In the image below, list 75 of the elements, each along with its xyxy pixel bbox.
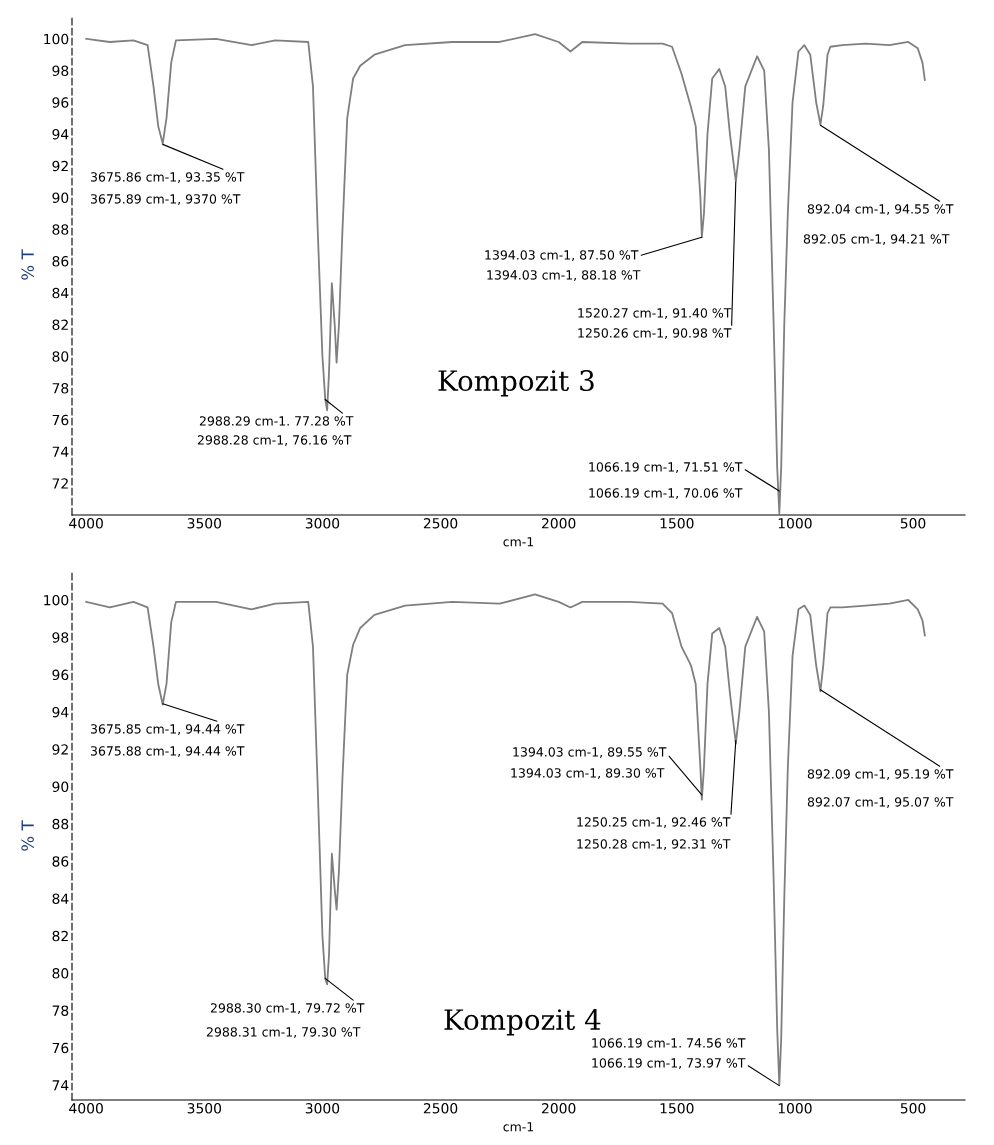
- y-tick-label: 72: [52, 478, 68, 489]
- x-tick-label: 1000: [778, 518, 812, 529]
- y-tick-label: 86: [52, 256, 69, 267]
- y-tick-label: 96: [52, 97, 69, 108]
- x-tick-label: 2000: [542, 518, 576, 529]
- x-tick-label: 500: [900, 518, 926, 529]
- y-tick-label: 98: [52, 65, 69, 77]
- y-axis-title: % T: [21, 249, 34, 280]
- y-tick-label: 100: [44, 33, 69, 45]
- x-axis-title: cm-1: [503, 1122, 534, 1132]
- x-tick-label: 4000: [69, 518, 103, 529]
- annotation: 3675.86 cm-1, 93.35 %T: [90, 172, 245, 183]
- annotation: 1066.19 cm-1, 70.06 %T: [589, 488, 743, 499]
- annotation: 1066.19 cm-1. 74.56 %T: [592, 1038, 746, 1048]
- annotation: 892.07 cm-1, 95.07 %T: [807, 797, 954, 808]
- y-tick-label: 90: [52, 781, 69, 793]
- x-tick-label: 500: [900, 1103, 926, 1114]
- y-tick-label: 88: [52, 224, 69, 235]
- annotation: 892.04 cm-1, 94.55 %T: [807, 204, 954, 215]
- y-tick-label: 74: [52, 446, 69, 457]
- annotation: 892.09 cm-1, 95.19 %T: [807, 769, 954, 780]
- annotation: 1394.03 cm-1, 89.30 %T: [511, 768, 665, 779]
- annotation: 2988.28 cm-1, 76.16 %T: [197, 435, 352, 446]
- y-tick-label: 84: [52, 287, 69, 299]
- y-tick-label: 92: [52, 744, 68, 755]
- y-tick-label: 94: [52, 706, 69, 718]
- y-tick-label: 88: [52, 818, 69, 830]
- annotation: 1250.28 cm-1, 92.31 %T: [577, 839, 731, 850]
- x-tick-label: 3500: [187, 518, 222, 529]
- annotation: 2988.29 cm-1. 77.28 %T: [199, 416, 354, 426]
- x-tick-label: 4000: [69, 1103, 103, 1114]
- y-tick-label: 76: [52, 414, 69, 426]
- annotation: 3675.89 cm-1, 9370 %T: [90, 194, 241, 205]
- x-tick-label: 1500: [660, 518, 694, 529]
- x-tick-label: 2500: [423, 518, 458, 529]
- y-axis-title: % T: [21, 820, 34, 851]
- x-tick-label: 1500: [660, 1103, 694, 1114]
- y-tick-label: 80: [52, 351, 69, 362]
- x-tick-label: 1000: [778, 1103, 812, 1114]
- annotation: 892.05 cm-1, 94.21 %T: [803, 234, 950, 245]
- annotation: 1066.19 cm-1, 73.97 %T: [592, 1058, 746, 1069]
- annotation: 2988.30 cm-1, 79.72 %T: [210, 1003, 365, 1014]
- y-tick-label: 84: [52, 893, 69, 904]
- y-tick-label: 82: [52, 930, 68, 942]
- y-tick-label: 86: [52, 856, 69, 867]
- y-tick-label: 74: [52, 1080, 69, 1091]
- y-tick-label: 90: [52, 192, 69, 204]
- text: Kompozit 4: [444, 1009, 601, 1036]
- y-tick-label: 78: [52, 382, 69, 394]
- text: Kompozit 3: [438, 370, 594, 397]
- y-tick-label: 76: [52, 1042, 69, 1054]
- y-tick-label: 92: [52, 160, 68, 172]
- y-tick-label: 94: [52, 129, 69, 140]
- y-tick-label: 98: [52, 632, 69, 643]
- annotation: 1250.25 cm-1, 92.46 %T: [577, 817, 731, 828]
- annotation: 1250.26 cm-1, 90.98 %T: [578, 328, 732, 339]
- x-axis-title: cm-1: [503, 537, 534, 547]
- annotation: 3675.85 cm-1, 94.44 %T: [90, 724, 245, 735]
- x-tick-label: 3000: [305, 518, 340, 529]
- y-tick-label: 78: [52, 1005, 69, 1016]
- x-tick-label: 3500: [187, 1103, 222, 1114]
- x-tick-label: 2500: [423, 1103, 458, 1114]
- annotation: 3675.88 cm-1, 94.44 %T: [90, 746, 245, 757]
- x-tick-label: 2000: [542, 1103, 576, 1114]
- annotation: 1066.19 cm-1, 71.51 %T: [589, 462, 743, 473]
- annotation: 1394.03 cm-1, 87.50 %T: [485, 250, 639, 261]
- annotation: 1394.03 cm-1, 88.18 %T: [487, 270, 641, 281]
- annotation: 1394.03 cm-1, 89.55 %T: [513, 747, 667, 758]
- annotation: 1520.27 cm-1, 91.40 %T: [578, 308, 732, 319]
- y-tick-label: 96: [52, 669, 69, 681]
- y-tick-label: 82: [52, 319, 68, 330]
- annotation: 2988.31 cm-1, 79.30 %T: [206, 1027, 361, 1038]
- y-tick-label: 100: [44, 594, 69, 606]
- y-tick-label: 80: [52, 968, 69, 979]
- x-tick-label: 3000: [305, 1103, 340, 1114]
